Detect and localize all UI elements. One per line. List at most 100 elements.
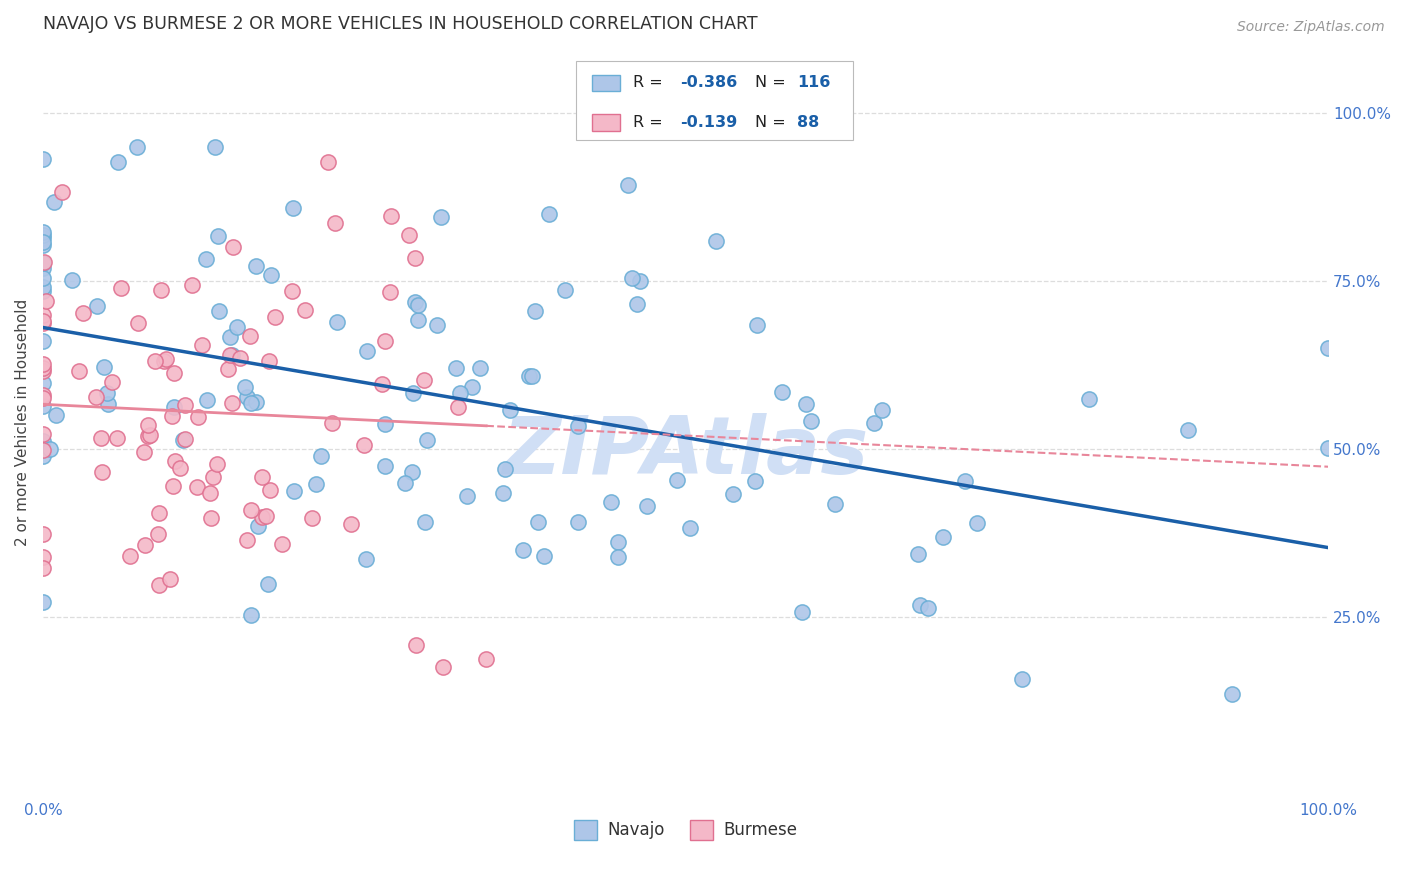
Point	[800, 414, 823, 428]
Point	[294, 302, 316, 317]
Point	[321, 416, 343, 430]
Point	[221, 395, 243, 409]
Point	[174, 432, 197, 446]
Point	[432, 660, 454, 674]
Point	[1077, 392, 1099, 407]
Text: NAVAJO VS BURMESE 2 OR MORE VEHICLES IN HOUSEHOLD CORRELATION CHART: NAVAJO VS BURMESE 2 OR MORE VEHICLES IN …	[44, 15, 758, 33]
Point	[32, 549, 55, 564]
Point	[456, 489, 478, 503]
Point	[863, 416, 886, 430]
Point	[281, 284, 304, 298]
Point	[60, 273, 83, 287]
Point	[907, 547, 929, 561]
Legend: Navajo, Burmese: Navajo, Burmese	[568, 814, 804, 847]
Point	[406, 298, 429, 312]
Point	[32, 238, 55, 252]
Point	[32, 271, 55, 285]
Point	[524, 304, 547, 318]
Point	[32, 334, 55, 349]
Point	[305, 476, 328, 491]
Point	[218, 348, 240, 362]
Point	[32, 284, 55, 298]
Point	[252, 510, 274, 524]
Point	[824, 497, 846, 511]
Point	[200, 511, 222, 525]
FancyBboxPatch shape	[592, 75, 620, 91]
Point	[32, 235, 55, 250]
Point	[744, 474, 766, 488]
Point	[187, 410, 209, 425]
Text: N =: N =	[755, 115, 792, 130]
Point	[67, 364, 90, 378]
Point	[413, 374, 436, 388]
Point	[398, 228, 420, 243]
Point	[32, 358, 55, 372]
Point	[32, 314, 55, 328]
Point	[148, 506, 170, 520]
Point	[1317, 341, 1340, 355]
Point	[93, 360, 115, 375]
Point	[229, 351, 252, 366]
Point	[1317, 441, 1340, 455]
Point	[374, 334, 396, 349]
Point	[221, 240, 243, 254]
Point	[32, 152, 55, 166]
Point	[527, 515, 550, 529]
Point	[136, 417, 159, 432]
Point	[323, 215, 346, 229]
Point	[257, 354, 280, 368]
Point	[537, 206, 560, 220]
Point	[401, 465, 423, 479]
Point	[1011, 673, 1033, 687]
Point	[90, 431, 112, 445]
Point	[239, 396, 262, 410]
Point	[339, 516, 361, 531]
Point	[194, 252, 217, 267]
Point	[127, 316, 149, 330]
Point	[621, 271, 644, 285]
Point	[499, 403, 522, 417]
Point	[91, 465, 114, 479]
Point	[32, 388, 55, 402]
Point	[444, 360, 467, 375]
Point	[405, 638, 427, 652]
Point	[72, 306, 94, 320]
Point	[628, 274, 651, 288]
Point	[404, 294, 426, 309]
Point	[32, 449, 55, 463]
Point	[32, 526, 55, 541]
Point	[607, 535, 630, 549]
Point	[218, 330, 240, 344]
Point	[932, 530, 955, 544]
Point	[208, 304, 231, 318]
Point	[617, 178, 640, 192]
Point	[35, 293, 58, 308]
Point	[202, 470, 225, 484]
Text: Source: ZipAtlas.com: Source: ZipAtlas.com	[1237, 20, 1385, 34]
Point	[186, 480, 208, 494]
Point	[245, 394, 267, 409]
Point	[356, 344, 378, 359]
Point	[626, 297, 648, 311]
Point	[32, 255, 55, 269]
Point	[953, 474, 976, 488]
Point	[316, 155, 339, 169]
Point	[235, 533, 257, 548]
Point	[449, 386, 471, 401]
Point	[512, 543, 534, 558]
Point	[247, 518, 270, 533]
Point	[283, 483, 305, 498]
Point	[132, 444, 155, 458]
Point	[240, 607, 263, 622]
Point	[42, 195, 65, 210]
Point	[678, 521, 700, 535]
Point	[96, 386, 118, 401]
Point	[567, 418, 589, 433]
Point	[32, 280, 55, 294]
Point	[721, 487, 744, 501]
Point	[86, 299, 108, 313]
Point	[97, 397, 120, 411]
Point	[32, 376, 55, 391]
Point	[326, 315, 349, 329]
Point	[32, 363, 55, 377]
